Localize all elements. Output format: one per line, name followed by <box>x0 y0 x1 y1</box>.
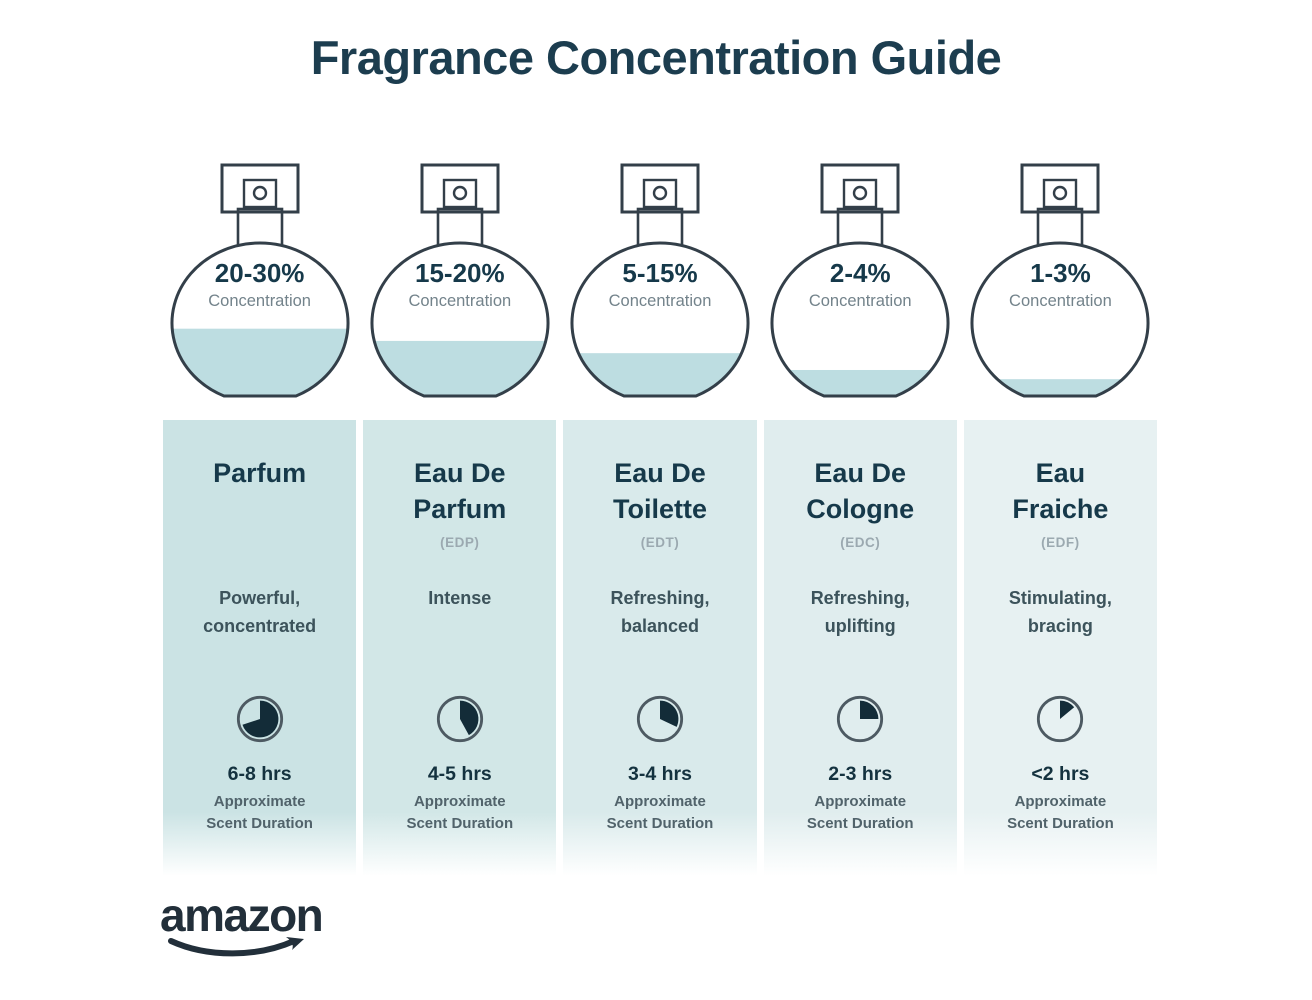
fragrance-column: Parfum Powerful, concentrated 6-8 hrs Ap… <box>163 420 357 876</box>
fragrance-column: Eau De Cologne (EDC) Refreshing, uplifti… <box>763 420 957 876</box>
fragrance-column: Eau De Parfum (EDP) Intense 4-5 hrs Appr… <box>363 420 557 876</box>
fragrance-name: Eau De Toilette <box>613 458 707 525</box>
fragrance-column-header: Eau De Parfum (EDP) <box>413 455 506 585</box>
fragrance-column: Eau De Toilette (EDT) Refreshing, balanc… <box>563 420 757 876</box>
fragrance-abbreviation: (EDT) <box>640 534 680 550</box>
scent-duration: 6-8 hrs <box>227 763 292 785</box>
scent-duration: 2-3 hrs <box>828 763 893 785</box>
amazon-logo: amazon <box>160 892 360 962</box>
fragrance-column: Eau Fraiche (EDF) Stimulating, bracing <… <box>963 420 1158 876</box>
perfume-bottle-icon <box>770 163 950 398</box>
perfume-bottle-icon <box>170 163 350 398</box>
fragrance-name: Eau Fraiche <box>1012 458 1109 525</box>
fragrance-name: Eau De Parfum <box>413 458 507 525</box>
perfume-bottle: 2-4% Concentration <box>764 160 957 410</box>
fragrance-abbreviation: (EDF) <box>1041 534 1080 550</box>
amazon-smile-arrow-icon <box>168 937 304 957</box>
scent-duration-clock-icon <box>1037 695 1084 743</box>
scent-duration-label: Approximate Scent Duration <box>606 793 714 832</box>
scent-duration: 4-5 hrs <box>427 763 492 785</box>
fragrance-columns: Parfum Powerful, concentrated 6-8 hrs Ap… <box>163 420 1158 876</box>
fragrance-column-header: Eau De Toilette (EDT) <box>613 455 707 585</box>
fragrance-description: Refreshing, uplifting <box>810 588 910 636</box>
fragrance-column-header: Eau Fraiche (EDF) <box>1012 455 1108 585</box>
amazon-logo-text: amazon <box>160 889 324 941</box>
scent-duration-label: Approximate Scent Duration <box>1007 793 1114 832</box>
fragrance-name: Parfum <box>213 458 307 488</box>
scent-duration-clock-icon <box>436 695 483 743</box>
fragrance-description: Intense <box>428 588 492 608</box>
perfume-bottle: 20-30% Concentration <box>163 160 356 410</box>
fragrance-description: Stimulating, bracing <box>1008 588 1112 636</box>
scent-duration-label: Approximate Scent Duration <box>406 793 514 832</box>
fragrance-abbreviation: (EDC) <box>840 534 881 550</box>
scent-duration-label: Approximate Scent Duration <box>206 793 313 832</box>
scent-duration: 3-4 hrs <box>628 763 692 785</box>
perfume-bottle: 1-3% Concentration <box>964 160 1157 410</box>
perfume-bottle: 15-20% Concentration <box>363 160 556 410</box>
scent-duration-clock-icon <box>837 695 884 743</box>
perfume-bottle-icon <box>370 163 550 398</box>
scent-duration-label: Approximate Scent Duration <box>806 793 914 832</box>
page-title: Fragrance Concentration Guide <box>310 31 1002 84</box>
bottles-row: 20-30% Concentration 15-20% Concentratio… <box>163 160 1157 410</box>
scent-duration-clock-icon <box>636 695 684 743</box>
scent-duration: <2 hrs <box>1031 763 1090 785</box>
fragrance-abbreviation: (EDP) <box>440 534 480 550</box>
perfume-bottle-icon <box>570 163 750 398</box>
scent-duration-clock-icon <box>236 695 283 743</box>
fragrance-column-header: Eau De Cologne (EDC) <box>806 455 914 585</box>
fragrance-description: Refreshing, balanced <box>610 588 710 636</box>
fragrance-name: Eau De Cologne <box>806 458 915 525</box>
perfume-bottle: 5-15% Concentration <box>563 160 756 410</box>
perfume-bottle-icon <box>970 163 1150 398</box>
fragrance-column-header: Parfum <box>213 455 306 585</box>
fragrance-description: Powerful, concentrated <box>203 588 317 636</box>
